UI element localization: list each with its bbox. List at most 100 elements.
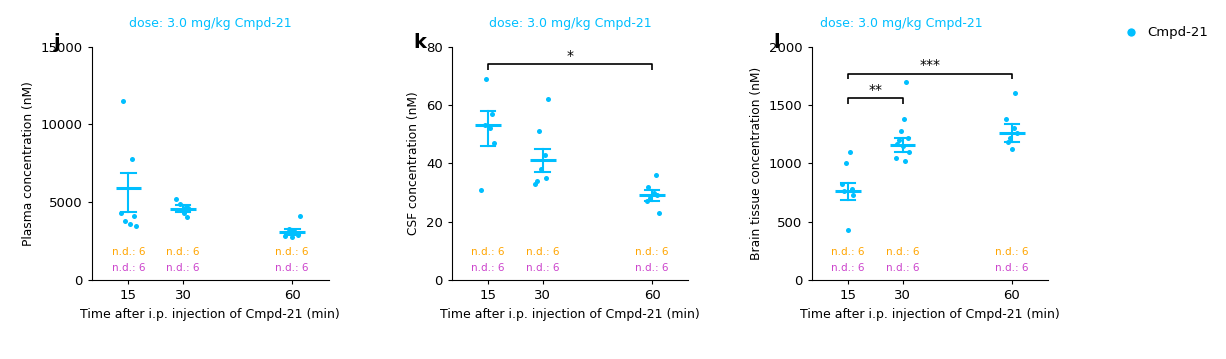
Point xyxy=(646,172,666,178)
Point xyxy=(123,156,142,162)
Point xyxy=(535,152,554,158)
Text: n.d.: 6: n.d.: 6 xyxy=(167,262,200,272)
X-axis label: Time after i.p. injection of Cmpd-21 (min): Time after i.p. injection of Cmpd-21 (mi… xyxy=(440,308,700,321)
Point xyxy=(481,126,500,131)
Text: **: ** xyxy=(868,83,883,97)
Point xyxy=(126,223,146,228)
Point xyxy=(893,143,912,149)
Point xyxy=(1008,130,1027,136)
Point xyxy=(530,129,549,134)
Point xyxy=(177,204,196,210)
Text: n.d.: 6: n.d.: 6 xyxy=(996,262,1029,272)
Point xyxy=(168,207,188,213)
Text: n.d.: 6: n.d.: 6 xyxy=(635,247,668,257)
Text: n.d.: 6: n.d.: 6 xyxy=(526,262,559,272)
Text: j: j xyxy=(54,33,61,52)
Point xyxy=(644,190,663,195)
Point xyxy=(636,199,656,204)
Text: n.d.: 6: n.d.: 6 xyxy=(526,247,559,257)
Point xyxy=(891,128,911,134)
Point xyxy=(835,188,855,194)
Text: n.d.: 6: n.d.: 6 xyxy=(112,247,145,257)
Text: n.d.: 6: n.d.: 6 xyxy=(886,247,920,257)
Text: k: k xyxy=(414,33,427,52)
Point xyxy=(124,213,143,219)
Point xyxy=(895,116,915,122)
Point xyxy=(1000,135,1020,141)
Point xyxy=(647,192,667,198)
Y-axis label: Plasma concentration (nM): Plasma concentration (nM) xyxy=(22,81,36,246)
Point xyxy=(289,213,309,219)
Point xyxy=(1004,126,1024,131)
Point xyxy=(1005,90,1025,96)
Point xyxy=(284,228,304,234)
Point xyxy=(113,98,132,104)
Point xyxy=(282,234,302,240)
Legend: Cmpd-21: Cmpd-21 xyxy=(1113,21,1214,45)
Point xyxy=(179,206,199,211)
Point xyxy=(832,181,852,187)
Point xyxy=(278,226,298,232)
Point xyxy=(281,229,300,235)
Text: l: l xyxy=(774,33,780,52)
Point xyxy=(839,227,858,233)
Y-axis label: Brain tissue concentration (nM): Brain tissue concentration (nM) xyxy=(750,67,764,260)
Point xyxy=(842,186,862,192)
Point xyxy=(640,195,660,201)
Point xyxy=(477,76,497,81)
Point xyxy=(277,230,297,236)
Text: *: * xyxy=(566,49,574,63)
Point xyxy=(170,201,190,207)
Text: n.d.: 6: n.d.: 6 xyxy=(831,262,864,272)
Point xyxy=(471,187,490,192)
Point xyxy=(900,149,920,154)
Text: n.d.: 6: n.d.: 6 xyxy=(472,262,505,272)
Point xyxy=(531,166,550,172)
Text: n.d.: 6: n.d.: 6 xyxy=(635,262,668,272)
Point xyxy=(843,192,863,198)
Text: ***: *** xyxy=(920,59,940,73)
Point xyxy=(899,135,918,141)
Point xyxy=(115,218,135,224)
Point xyxy=(275,234,294,239)
Point xyxy=(484,140,504,146)
Point xyxy=(889,137,908,143)
Point xyxy=(650,210,669,216)
Text: n.d.: 6: n.d.: 6 xyxy=(886,262,920,272)
Point xyxy=(997,116,1016,122)
Point xyxy=(474,122,494,128)
Text: n.d.: 6: n.d.: 6 xyxy=(167,247,200,257)
Point xyxy=(174,210,194,216)
X-axis label: Time after i.p. injection of Cmpd-21 (min): Time after i.p. injection of Cmpd-21 (mi… xyxy=(81,308,340,321)
Point xyxy=(177,214,196,220)
Point xyxy=(1002,146,1021,152)
Point xyxy=(836,160,856,166)
Point xyxy=(888,141,907,146)
Point xyxy=(538,96,558,102)
Y-axis label: CSF concentration (nM): CSF concentration (nM) xyxy=(407,92,421,235)
Point xyxy=(896,158,916,164)
Text: n.d.: 6: n.d.: 6 xyxy=(472,247,505,257)
Point xyxy=(166,196,185,202)
Text: n.d.: 6: n.d.: 6 xyxy=(276,247,309,257)
Point xyxy=(840,149,859,154)
Text: dose: 3.0 mg/kg Cmpd-21: dose: 3.0 mg/kg Cmpd-21 xyxy=(489,17,651,31)
Point xyxy=(527,178,547,184)
Point xyxy=(886,155,906,160)
Text: dose: 3.0 mg/kg Cmpd-21: dose: 3.0 mg/kg Cmpd-21 xyxy=(129,17,292,31)
Point xyxy=(896,79,916,85)
Point xyxy=(288,232,308,238)
X-axis label: Time after i.p. injection of Cmpd-21 (min): Time after i.p. injection of Cmpd-21 (mi… xyxy=(801,308,1059,321)
Text: n.d.: 6: n.d.: 6 xyxy=(276,262,309,272)
Text: dose: 3.0 mg/kg Cmpd-21: dose: 3.0 mg/kg Cmpd-21 xyxy=(820,17,983,31)
Text: n.d.: 6: n.d.: 6 xyxy=(831,247,864,257)
Point xyxy=(639,184,658,190)
Point xyxy=(537,175,557,181)
Text: n.d.: 6: n.d.: 6 xyxy=(112,262,145,272)
Point xyxy=(998,139,1018,145)
Point xyxy=(482,111,501,117)
Point xyxy=(112,210,131,216)
Text: n.d.: 6: n.d.: 6 xyxy=(996,247,1029,257)
Point xyxy=(526,181,546,187)
Point xyxy=(120,221,140,227)
